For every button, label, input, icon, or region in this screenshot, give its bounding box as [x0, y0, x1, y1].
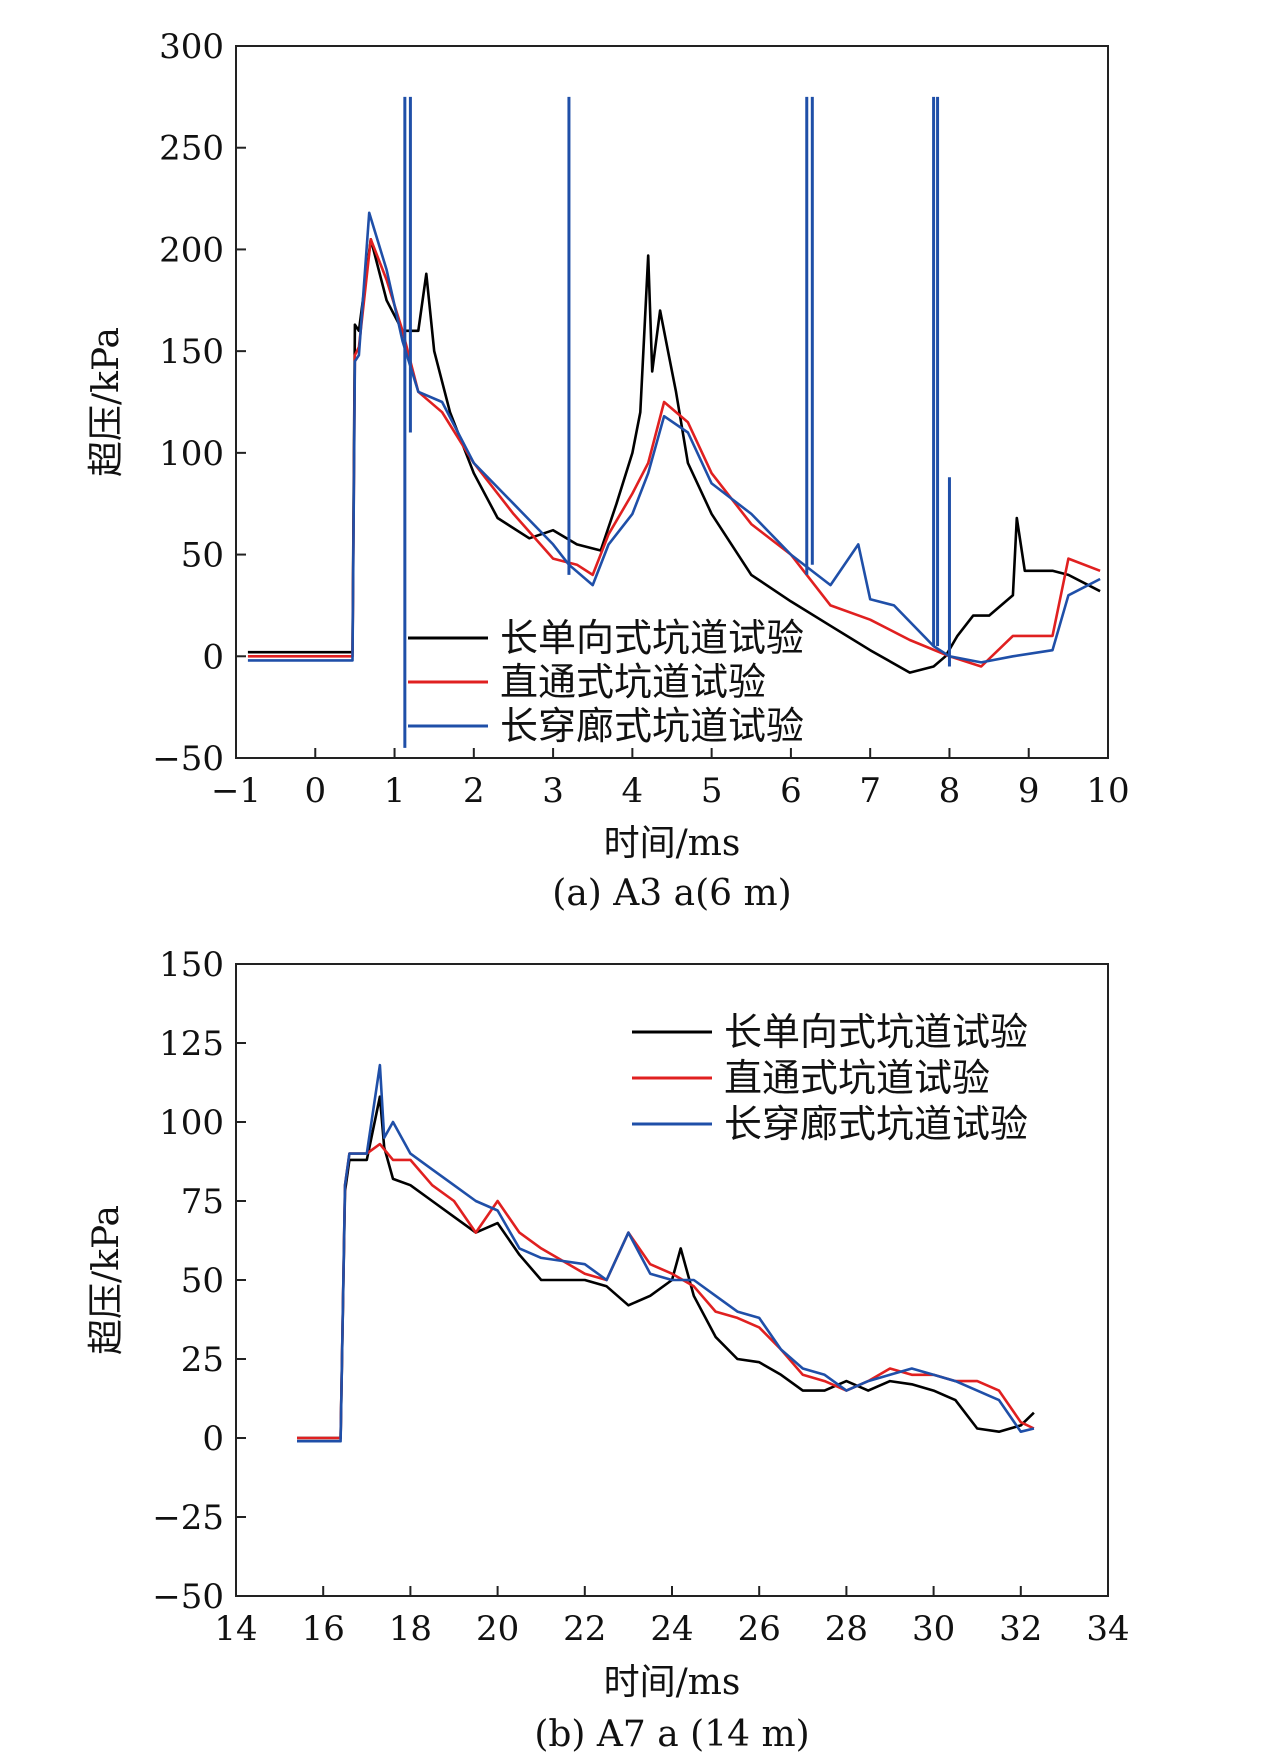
- x-axis-title: 时间/ms: [604, 823, 741, 864]
- y-tick-label: 100: [159, 434, 224, 474]
- x-tick-label: 14: [214, 1609, 257, 1649]
- y-tick-label: 0: [202, 637, 224, 677]
- y-axis-title: 超压/kPa: [86, 1205, 127, 1355]
- y-tick-label: 200: [159, 230, 224, 270]
- series-line-2: [297, 1142, 1035, 1440]
- legend-label-1: 长单向式坑道试验: [724, 1010, 1028, 1054]
- x-tick-label: 24: [650, 1609, 693, 1649]
- x-tick-label: 30: [912, 1609, 955, 1649]
- x-tick-label: 34: [1086, 1609, 1129, 1649]
- legend-label-2: 直通式坑道试验: [500, 660, 766, 704]
- y-tick-label: 125: [159, 1024, 224, 1064]
- series-line-3: [247, 211, 1101, 664]
- y-tick-label: 150: [159, 332, 224, 372]
- y-tick-label: −50: [152, 1577, 224, 1617]
- x-tick-label: 26: [738, 1609, 781, 1649]
- y-tick-label: 25: [181, 1340, 224, 1380]
- x-tick-label: 0: [304, 771, 326, 811]
- y-tick-label: 0: [202, 1419, 224, 1459]
- x-tick-label: 16: [302, 1609, 345, 1649]
- x-tick-label: 22: [563, 1609, 606, 1649]
- series-line-3: [297, 1063, 1035, 1443]
- y-tick-label: 75: [181, 1182, 224, 1222]
- x-tick-label: 32: [999, 1609, 1042, 1649]
- legend-label-3: 长穿廊式坑道试验: [500, 704, 804, 748]
- x-tick-label: 20: [476, 1609, 519, 1649]
- chart-caption: (b) A7 a (14 m): [534, 1714, 809, 1755]
- series-line-1: [297, 1095, 1035, 1440]
- legend-label-1: 长单向式坑道试验: [500, 616, 804, 660]
- y-tick-label: 50: [181, 536, 224, 576]
- x-tick-label: 4: [622, 771, 644, 811]
- y-tick-label: 50: [181, 1261, 224, 1301]
- series-line-2: [247, 238, 1101, 668]
- y-tick-label: −50: [152, 739, 224, 779]
- series-group: [247, 96, 1101, 748]
- x-tick-label: 3: [542, 771, 564, 811]
- x-tick-label: 28: [825, 1609, 868, 1649]
- x-tick-label: 9: [1018, 771, 1040, 811]
- x-tick-label: 6: [780, 771, 802, 811]
- y-tick-label: 250: [159, 129, 224, 169]
- x-tick-label: 10: [1086, 771, 1129, 811]
- x-tick-label: 1: [384, 771, 406, 811]
- y-tick-label: 150: [159, 945, 224, 985]
- x-tick-label: 7: [859, 771, 881, 811]
- legend-label-2: 直通式坑道试验: [724, 1056, 990, 1100]
- y-tick-label: −25: [152, 1498, 224, 1538]
- y-axis-title: 超压/kPa: [86, 327, 127, 477]
- series-line-1: [247, 238, 1101, 674]
- y-tick-label: 300: [159, 27, 224, 67]
- y-tick-label: 100: [159, 1103, 224, 1143]
- x-tick-label: 2: [463, 771, 485, 811]
- plot-frame: [235, 45, 1109, 759]
- legend-label-3: 长穿廊式坑道试验: [724, 1102, 1028, 1146]
- x-tick-label: 8: [939, 771, 961, 811]
- x-axis-title: 时间/ms: [604, 1662, 741, 1703]
- x-tick-label: 18: [389, 1609, 432, 1649]
- x-tick-label: 5: [701, 771, 723, 811]
- chart-panel-b: 14 16 18 20 22 24 26 28 30 32 34 −50 −25 0 25 50 75 100 12…: [86, 945, 1130, 1755]
- series-group: [297, 1063, 1035, 1443]
- chart-panel-a: −1 0 1 2 3 4 5 6 7 8 9 10 −50 0 50 100 150 200 250 300 时间/ms…: [86, 27, 1130, 914]
- chart-caption: (a) A3 a(6 m): [552, 873, 791, 914]
- x-tick-label: −1: [211, 771, 261, 811]
